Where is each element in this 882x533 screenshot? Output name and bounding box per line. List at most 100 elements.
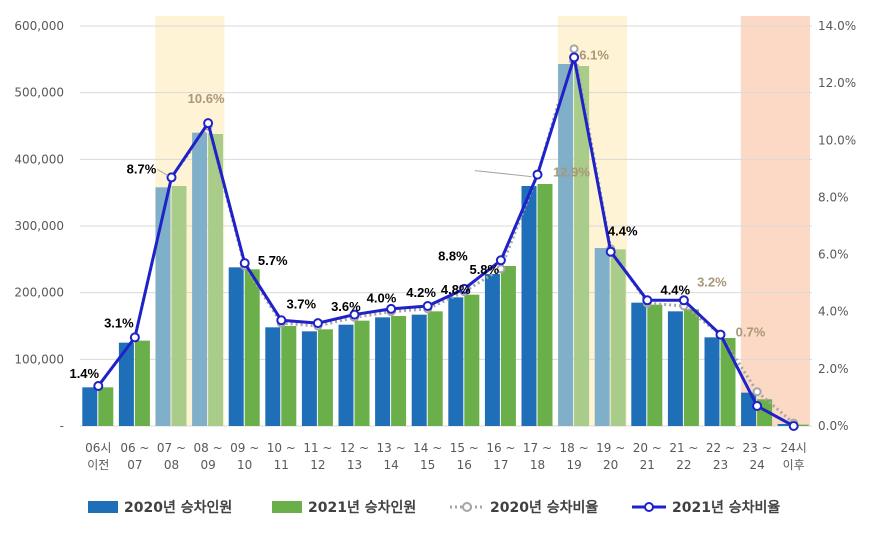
x-tick-label: 13 ~ bbox=[377, 441, 406, 455]
bar-2020 bbox=[667, 311, 683, 426]
x-tick-label: 24시 bbox=[781, 441, 807, 455]
data-label: 4.4% bbox=[660, 282, 690, 297]
point-2021-rate bbox=[349, 309, 360, 320]
bar-2021 bbox=[98, 387, 114, 426]
rate-lines bbox=[93, 44, 799, 431]
bar-2020 bbox=[375, 317, 391, 426]
right-tick-label: 12.0% bbox=[818, 76, 856, 90]
x-tick-label: 20 ~ bbox=[633, 441, 662, 455]
data-label: 3.7% bbox=[286, 296, 316, 311]
x-tick-label: 22 ~ bbox=[706, 441, 735, 455]
bar-2021 bbox=[281, 326, 297, 426]
bar-2021 bbox=[574, 66, 590, 426]
line-2021-rate bbox=[97, 55, 795, 428]
bar-2020 bbox=[741, 392, 757, 426]
x-tick-label: 16 bbox=[457, 458, 472, 472]
legend-label-2021-bar: 2021년 승차인원 bbox=[308, 499, 416, 516]
data-label: 3.2% bbox=[697, 274, 727, 289]
x-tick-label: 이후 bbox=[783, 458, 805, 472]
x-tick-label: 06 ~ bbox=[120, 441, 149, 455]
point-2020-rate bbox=[496, 264, 506, 274]
x-tick-label: 07 ~ bbox=[157, 441, 186, 455]
x-tick-label: 21 bbox=[640, 458, 655, 472]
right-axis-ticks: 0.0% 2.0% 4.0% 6.0% 8.0% 10.0% 12.0% 14.0% bbox=[818, 19, 856, 433]
point-2021-rate bbox=[569, 52, 580, 63]
bar-2021 bbox=[427, 311, 443, 426]
x-tick-label: 07 bbox=[127, 458, 142, 472]
left-tick-label: 200,000 bbox=[14, 286, 64, 300]
data-label: 12.9% bbox=[553, 165, 590, 180]
bar-2021 bbox=[610, 249, 626, 426]
right-tick-label: 0.0% bbox=[818, 419, 849, 433]
data-label: 6.1% bbox=[579, 47, 609, 62]
data-label: 0.7% bbox=[736, 325, 766, 340]
bar-2021 bbox=[244, 269, 260, 426]
point-2021-rate bbox=[166, 172, 177, 183]
x-tick-label: 08 ~ bbox=[194, 441, 223, 455]
bar-2021 bbox=[134, 340, 150, 426]
left-tick-label: 500,000 bbox=[14, 86, 64, 100]
x-tick-label: 19 bbox=[566, 458, 581, 472]
right-tick-label: 14.0% bbox=[818, 19, 856, 33]
x-tick-label: 09 ~ bbox=[230, 441, 259, 455]
x-tick-label: 10 bbox=[237, 458, 252, 472]
x-tick-label: 15 ~ bbox=[450, 441, 479, 455]
x-tick-label: 17 ~ bbox=[523, 441, 552, 455]
data-label: 4.4% bbox=[608, 224, 638, 239]
legend-label-2020-bar: 2020년 승차인원 bbox=[124, 499, 232, 516]
x-tick-label: 14 bbox=[383, 458, 398, 472]
bar-2020 bbox=[192, 132, 208, 426]
point-2021-rate bbox=[93, 381, 104, 391]
point-2021-rate bbox=[495, 255, 506, 266]
point-2020-rate bbox=[569, 44, 579, 54]
x-tick-label: 22 bbox=[676, 458, 691, 472]
legend: 2020년 승차인원 2021년 승차인원 2020년 승차비율 2021년 승… bbox=[88, 499, 780, 516]
point-2021-rate bbox=[129, 332, 140, 343]
x-tick-label: 23 ~ bbox=[743, 441, 772, 455]
highlight-band bbox=[740, 16, 810, 426]
x-tick-label: 13 bbox=[347, 458, 362, 472]
bar-2021 bbox=[354, 320, 370, 426]
x-tick-label: 12 bbox=[310, 458, 325, 472]
point-2021-rate bbox=[532, 169, 543, 180]
x-tick-label: 10 ~ bbox=[267, 441, 296, 455]
bar-2020 bbox=[631, 302, 647, 426]
x-tick-label: 18 ~ bbox=[560, 441, 589, 455]
bar-2020 bbox=[118, 342, 134, 426]
data-label: 1.4% bbox=[69, 366, 99, 381]
data-label: 4.8% bbox=[441, 282, 471, 297]
x-tick-label: 15 bbox=[420, 458, 435, 472]
bar-2021 bbox=[500, 266, 516, 426]
bar-2021 bbox=[171, 186, 187, 426]
point-2021-rate bbox=[203, 118, 214, 129]
x-tick-label: 21 ~ bbox=[669, 441, 698, 455]
left-tick-label: 600,000 bbox=[14, 19, 64, 33]
data-label: 4.2% bbox=[406, 285, 436, 300]
x-tick-label: 이전 bbox=[87, 458, 109, 472]
x-tick-label: 09 bbox=[200, 458, 215, 472]
point-2021-rate bbox=[788, 421, 799, 431]
bar-2021 bbox=[683, 309, 699, 426]
left-axis-ticks: - 100,000 200,000 300,000 400,000 500,000 600,… bbox=[14, 19, 64, 433]
bar-2020 bbox=[704, 337, 720, 426]
left-tick-label: - bbox=[60, 419, 64, 433]
point-2021-rate bbox=[276, 315, 287, 326]
x-tick-label: 17 bbox=[493, 458, 508, 472]
bar-2020 bbox=[777, 424, 793, 426]
point-2021-rate bbox=[642, 295, 653, 306]
legend-swatch-2020-bar bbox=[88, 501, 118, 513]
bar-2021 bbox=[537, 184, 553, 426]
bar-2020 bbox=[558, 64, 574, 426]
bar-2020 bbox=[301, 331, 317, 426]
left-tick-label: 400,000 bbox=[14, 152, 64, 166]
point-2021-rate bbox=[386, 303, 397, 314]
legend-label-2021-line: 2021년 승차비율 bbox=[672, 499, 780, 516]
right-tick-label: 10.0% bbox=[818, 133, 856, 147]
x-tick-label: 18 bbox=[530, 458, 545, 472]
x-tick-label: 11 ~ bbox=[303, 441, 332, 455]
point-2020-rate bbox=[752, 387, 762, 397]
point-2021-rate bbox=[678, 295, 689, 306]
data-label: 8.8% bbox=[438, 248, 468, 263]
